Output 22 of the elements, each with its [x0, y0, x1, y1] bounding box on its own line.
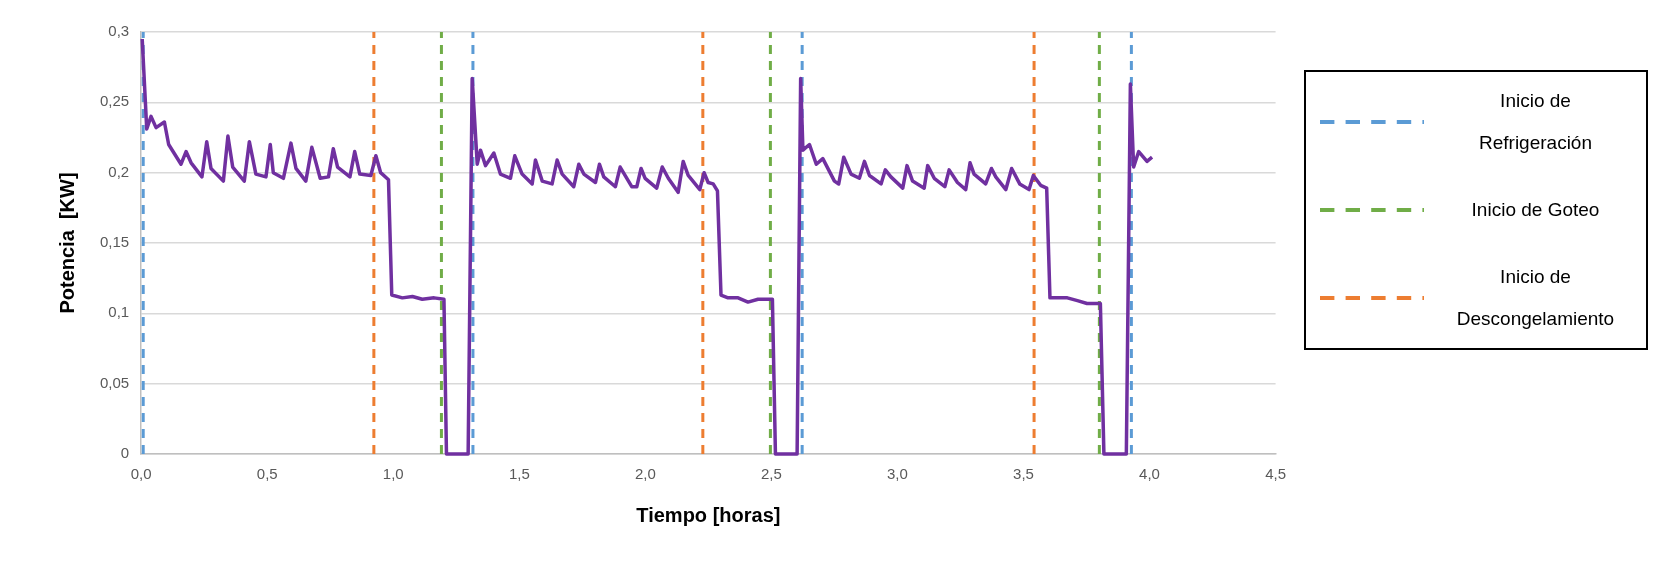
x-tick-label: 0,0 — [130, 465, 152, 483]
x-tick-label: 4,0 — [1139, 465, 1160, 483]
x-tick-label: 3,5 — [1013, 465, 1034, 483]
x-axis-title: Tiempo [horas] — [636, 503, 781, 526]
x-tick-label: 1,0 — [382, 465, 404, 483]
text: Inicio de Descongelamiento — [1455, 265, 1616, 331]
y-axis-title: Potencia [KW] — [55, 172, 78, 314]
x-tick-label: 4,5 — [1265, 465, 1286, 483]
y-tick-label: 0,05 — [99, 373, 130, 391]
y-tick-label: 0,25 — [99, 92, 130, 110]
y-tick-label: 0 — [120, 444, 130, 462]
text: Inicio de Refrigeración — [1478, 89, 1593, 155]
x-tick-label: 1,5 — [508, 465, 530, 483]
y-tick-label: 0,2 — [108, 162, 130, 180]
x-tick-label: 2,5 — [760, 465, 782, 483]
x-tick-label: 2,0 — [634, 465, 656, 483]
y-tick-label: 0,15 — [99, 233, 130, 251]
y-tick-label: 0,3 — [108, 22, 130, 40]
y-tick-label: 0,1 — [108, 303, 130, 321]
x-tick-label: 0,5 — [256, 465, 278, 483]
text: Inicio de Goteo — [1470, 198, 1601, 222]
x-tick-label: 3,0 — [887, 465, 908, 483]
